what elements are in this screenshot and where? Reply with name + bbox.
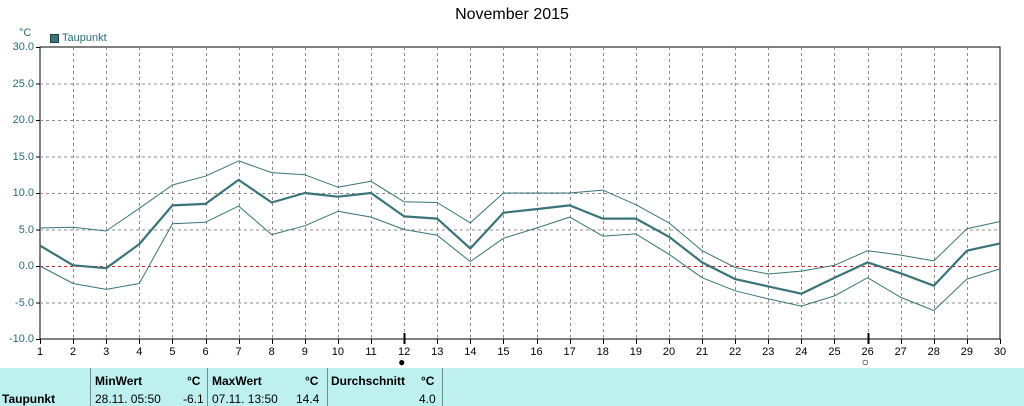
y-tick-label: -5.0 (15, 296, 34, 309)
x-tick-label: 28 (927, 346, 940, 358)
x-tick-label: 30 (993, 346, 1007, 358)
legend-label: Taupunkt (62, 32, 107, 44)
stats-min-block: MinWert °C 28.11. 05:50 -6.1 (90, 368, 206, 406)
stats-avg-value: 4.0 (419, 392, 436, 406)
full-moon-icon: ○ (861, 355, 869, 369)
x-tick-label: 9 (301, 346, 308, 358)
x-tick-label: 8 (268, 346, 275, 358)
stats-max-header: MaxWert (212, 374, 262, 388)
stats-max-date: 07.11. 13:50 (212, 392, 278, 406)
stats-min-header: MinWert (95, 374, 143, 388)
stats-max-unit: °C (305, 374, 319, 388)
x-tick-label: 17 (563, 346, 576, 358)
x-tick-label: 2 (70, 346, 77, 358)
y-tick-label: 5.0 (18, 223, 34, 236)
x-tick-label: 25 (828, 346, 841, 358)
y-tick-label: -10.0 (8, 333, 34, 345)
stats-avg-block: Durchschnitt °C 4.0 (327, 368, 442, 406)
stats-max-block: MaxWert °C 07.11. 13:50 14.4 (207, 368, 326, 406)
series-line-max (39, 160, 1001, 275)
x-tick-label: 10 (331, 346, 345, 358)
stats-min-date: 28.11. 05:50 (95, 392, 161, 406)
new-moon-icon: ● (398, 355, 406, 369)
x-tick-label: 18 (596, 346, 609, 358)
y-tick-label: 30.0 (12, 41, 34, 53)
stats-avg-unit: °C (421, 374, 435, 388)
x-tick-label: 20 (662, 346, 676, 358)
chart-title: November 2015 (455, 6, 569, 23)
x-tick-label: 19 (629, 346, 642, 358)
x-tick-label: 22 (729, 346, 742, 358)
x-tick-label: 27 (894, 346, 907, 358)
stats-avg-header: Durchschnitt (331, 374, 406, 388)
y-tick-label: 20.0 (12, 114, 34, 126)
x-tick-label: 7 (235, 346, 242, 358)
legend-swatch (50, 33, 59, 43)
stats-max-value: 14.4 (296, 392, 320, 406)
legend: Taupunkt (50, 32, 107, 44)
x-tick-label: 13 (431, 346, 444, 358)
x-tick-label: 15 (497, 346, 510, 358)
series-line-mean (39, 178, 1001, 295)
y-axis-unit-label: °C (19, 27, 32, 39)
x-tick-label: 4 (136, 346, 143, 358)
x-tick-label: 11 (365, 346, 377, 358)
series-line-min (39, 205, 1001, 311)
stats-panel: Taupunkt MinWert °C 28.11. 05:50 -6.1 Ma… (0, 368, 1024, 406)
y-tick-label: 15.0 (12, 150, 34, 163)
x-tick-label: 5 (169, 346, 176, 358)
y-tick-label: 10.0 (12, 187, 34, 199)
x-tick-label: 1 (36, 346, 44, 358)
stats-min-value: -6.1 (183, 392, 204, 406)
x-tick-label: 14 (464, 346, 477, 358)
x-tick-label: 16 (530, 346, 543, 358)
y-tick-label: 0.0 (18, 260, 34, 272)
x-tick-label: 23 (762, 346, 775, 358)
stats-divider (442, 368, 443, 406)
x-tick-label: 12 (398, 346, 411, 358)
x-tick-label: 24 (795, 346, 808, 358)
x-tick-label: 3 (103, 346, 110, 358)
stats-min-unit: °C (187, 374, 201, 388)
x-tick-label: 29 (960, 346, 974, 358)
x-tick-label: 26 (861, 346, 874, 358)
x-tick-label: 21 (695, 346, 709, 358)
x-tick-label: 6 (202, 346, 209, 358)
y-tick-label: 25.0 (12, 77, 34, 90)
stats-series-name: Taupunkt (2, 392, 56, 406)
